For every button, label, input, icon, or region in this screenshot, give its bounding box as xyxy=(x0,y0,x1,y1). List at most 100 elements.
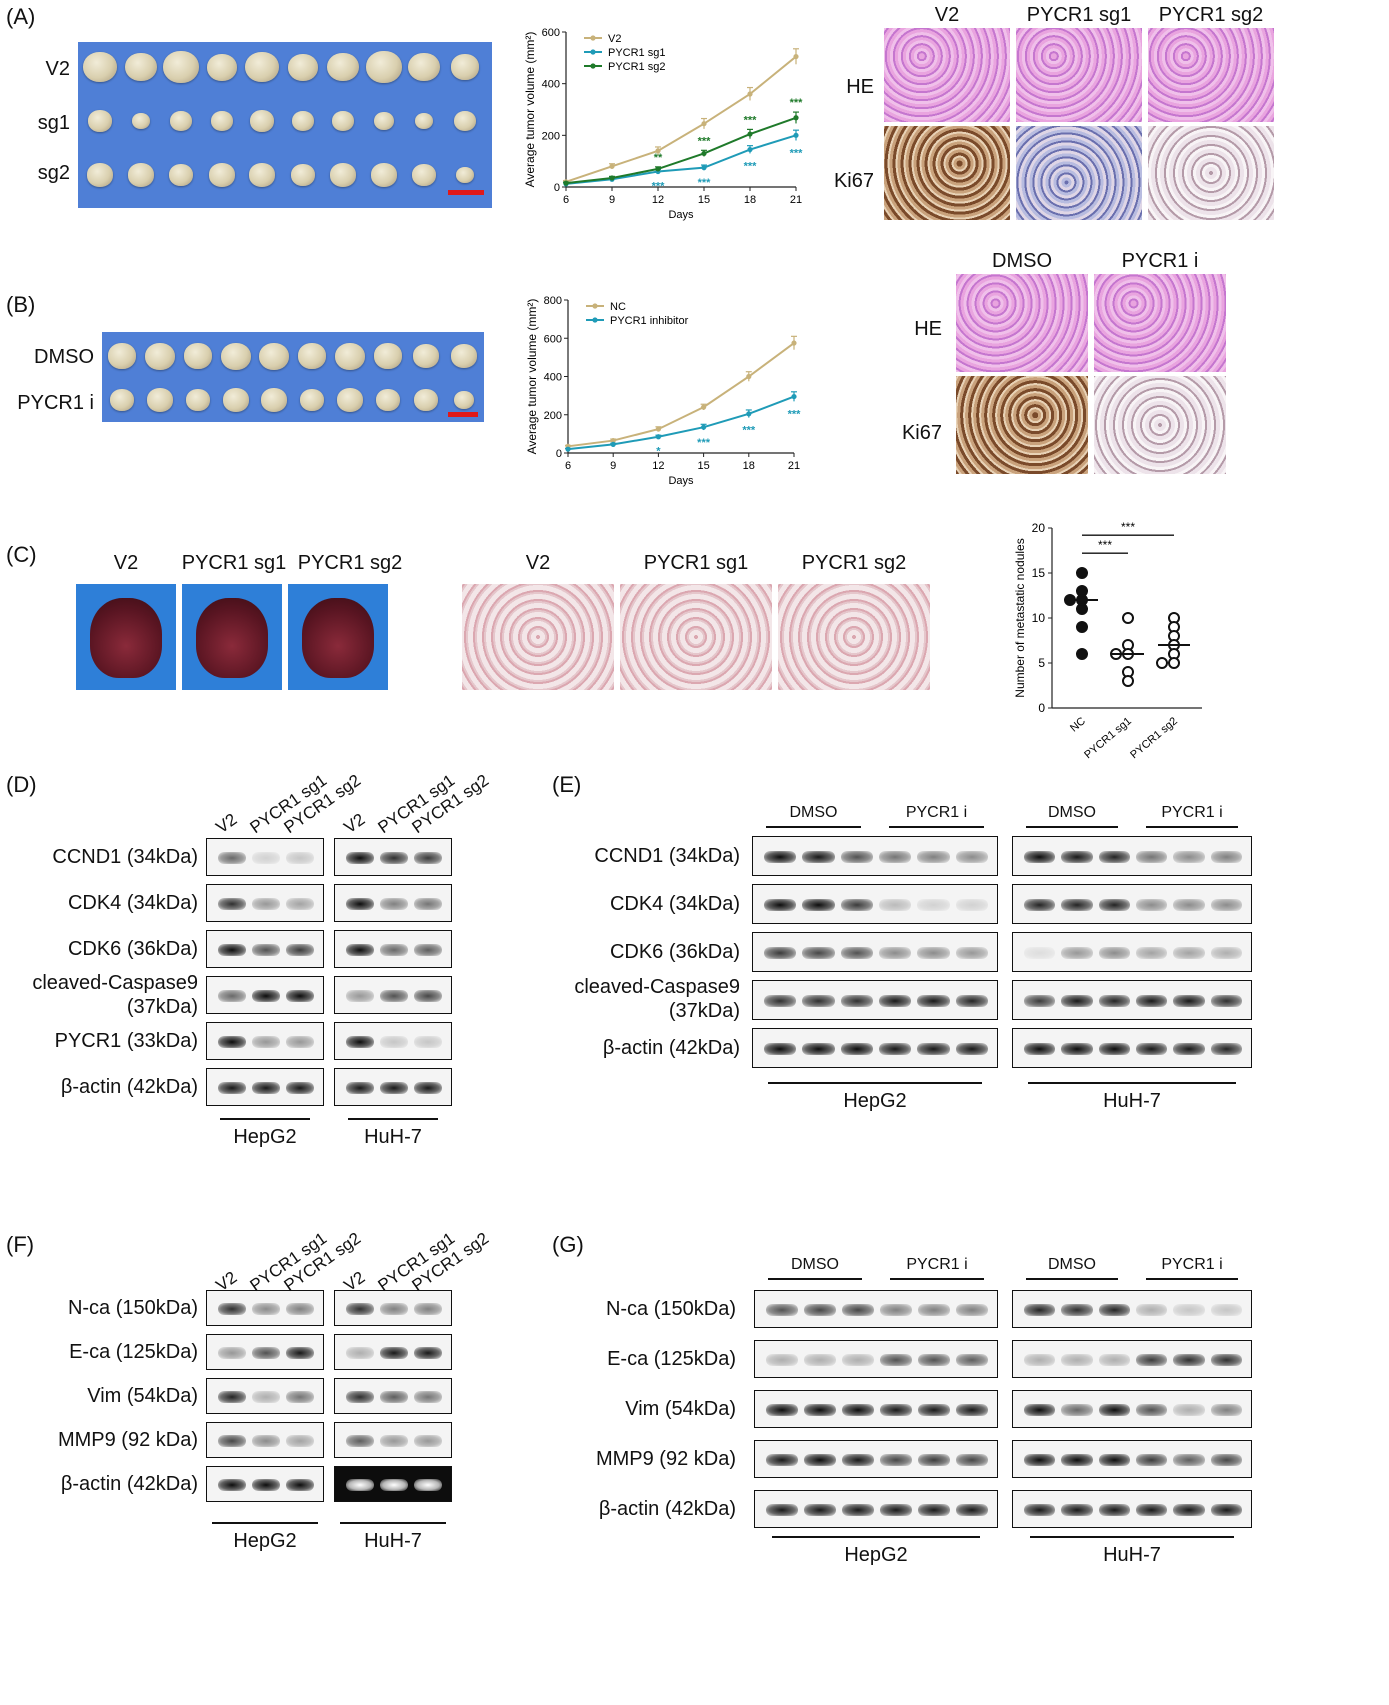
blot-band xyxy=(285,1435,315,1447)
blot-band xyxy=(285,898,315,910)
legend-entry: PYCR1 inhibitor xyxy=(610,315,689,327)
x-tick-label: 21 xyxy=(790,194,802,206)
tumor xyxy=(147,388,173,412)
blot-strip xyxy=(334,1422,452,1458)
tumor xyxy=(131,112,150,130)
blot-band xyxy=(1061,1043,1093,1055)
cell-line-underline xyxy=(1028,1082,1236,1084)
scale-bar xyxy=(448,190,484,195)
lung-photo-v2 xyxy=(76,584,176,690)
y-tick-label: 400 xyxy=(544,372,562,384)
blot-band xyxy=(1098,1504,1130,1516)
data-point xyxy=(655,166,661,172)
tumor xyxy=(88,110,112,132)
tumor xyxy=(451,344,477,368)
data-point xyxy=(1122,675,1134,687)
data-point xyxy=(1156,657,1168,669)
blot-band xyxy=(1098,1304,1130,1316)
lung-histo-col-sg2: PYCR1 sg2 xyxy=(801,552,907,574)
blot-strip xyxy=(1012,1340,1252,1378)
blot-strip xyxy=(334,884,452,922)
blot-band xyxy=(1210,1304,1242,1316)
blot-strip xyxy=(1012,932,1252,972)
y-tick-label: 5 xyxy=(1038,656,1045,670)
blot-row-label: β-actin (42kDa) xyxy=(598,1498,736,1520)
blot-band xyxy=(1135,1354,1168,1366)
blot-strip xyxy=(334,1378,452,1414)
panel-a-label: (A) xyxy=(6,4,36,29)
legend-marker xyxy=(590,35,596,41)
blot-band xyxy=(251,1479,281,1491)
data-point xyxy=(793,115,799,121)
blot-strip xyxy=(206,930,324,968)
y-axis-label: Number of metastatic nodules xyxy=(1013,538,1027,697)
data-point xyxy=(701,165,707,171)
tumor xyxy=(221,342,251,370)
blot-band xyxy=(345,990,375,1002)
blot-strip xyxy=(1012,1440,1252,1478)
blot-strip xyxy=(1012,1390,1252,1428)
significance-label: * xyxy=(656,445,661,457)
blot-band xyxy=(802,899,835,911)
blot-band xyxy=(285,1347,315,1359)
tumor xyxy=(186,389,210,411)
tumor xyxy=(332,111,354,131)
blot-band xyxy=(766,1404,798,1416)
panel-e-label: (E) xyxy=(552,772,582,797)
blot-band xyxy=(1061,1454,1093,1466)
tumor xyxy=(298,343,326,369)
data-point xyxy=(655,148,661,154)
chart-b-tumor-growth: 0 200 400 600 800 6 9 12 15 18 21 Days Average tumor… xyxy=(525,295,801,487)
histo-a-row-he: HE xyxy=(846,76,874,98)
blot-band xyxy=(804,1304,836,1316)
blot-band xyxy=(1210,851,1242,863)
blot-row-label: cleaved-Caspase9 xyxy=(574,976,740,998)
significance-label: *** xyxy=(790,97,804,109)
blot-band xyxy=(379,852,409,864)
blot-band xyxy=(345,1303,375,1315)
blot-row-label: Vim (54kDa) xyxy=(625,1398,736,1420)
significance-label: *** xyxy=(698,177,712,189)
blot-band xyxy=(285,990,315,1002)
tumor xyxy=(327,52,359,82)
histo-a-he-sg1 xyxy=(1016,28,1142,122)
blot-band xyxy=(413,1303,443,1315)
x-tick-label: PYCR1 sg2 xyxy=(1128,715,1180,761)
blot-band xyxy=(842,1304,874,1316)
tumor xyxy=(170,111,192,131)
y-tick-label: 200 xyxy=(542,130,560,142)
data-point xyxy=(746,411,752,417)
panel-d-label: (D) xyxy=(6,772,37,797)
blot-band xyxy=(804,1354,836,1366)
lung-photo-col-sg1: PYCR1 sg1 xyxy=(181,552,287,574)
blot-band xyxy=(251,852,281,864)
blot-band xyxy=(917,1043,950,1055)
data-point xyxy=(1076,648,1088,660)
blot-strip xyxy=(206,976,324,1014)
blot-strip xyxy=(754,1440,998,1478)
blot-strip xyxy=(334,1334,452,1370)
blot-band xyxy=(956,1354,988,1366)
x-tick-label: 15 xyxy=(697,460,709,472)
blot-band xyxy=(764,851,797,863)
panel-g-label: (G) xyxy=(552,1232,584,1257)
blot-band xyxy=(802,995,835,1007)
group-label: PYCR1 i xyxy=(905,804,968,821)
blot-band xyxy=(217,1391,247,1403)
x-axis-label: Days xyxy=(668,475,694,487)
blot-band xyxy=(1061,1504,1093,1516)
blot-band xyxy=(1173,1454,1205,1466)
blot-band xyxy=(764,947,797,959)
blot-band xyxy=(413,990,443,1002)
blot-band xyxy=(1098,1404,1130,1416)
tumor xyxy=(245,51,279,83)
blot-row-label: CDK6 (36kDa) xyxy=(67,938,198,960)
blot-band xyxy=(764,899,797,911)
tumor xyxy=(454,391,474,409)
cell-line-label: HuH-7 xyxy=(1103,1090,1161,1112)
histo-b-col-dmso: DMSO xyxy=(992,250,1052,272)
tumor-photo-b xyxy=(102,332,484,422)
series-line xyxy=(565,134,797,185)
legend-entry: PYCR1 sg2 xyxy=(608,61,665,73)
blot-band xyxy=(766,1304,798,1316)
